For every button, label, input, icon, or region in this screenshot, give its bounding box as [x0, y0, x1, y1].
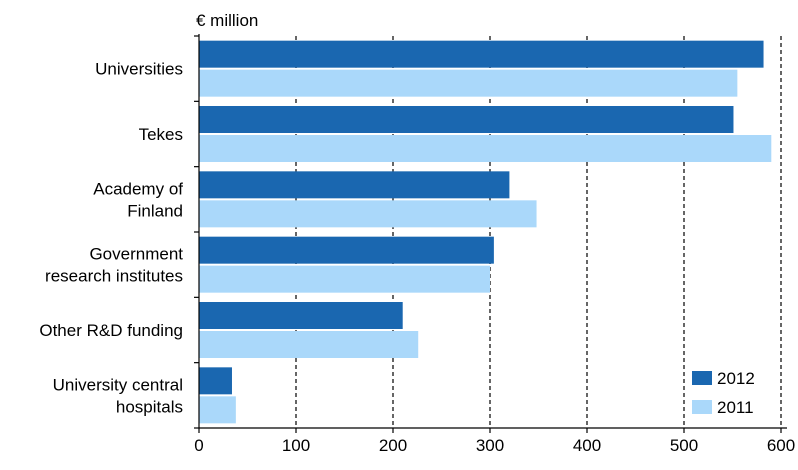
category-label: Other R&D funding: [39, 321, 183, 340]
category-label: University central: [53, 375, 183, 394]
bar-2012-4: [199, 302, 403, 329]
bars-group: [199, 40, 772, 424]
category-label: hospitals: [116, 397, 183, 416]
axes-group: [194, 34, 787, 433]
category-label: research institutes: [45, 267, 183, 286]
bar-2011-2: [199, 200, 537, 228]
legend: 2012 2011: [692, 369, 755, 417]
legend-swatch-2012: [692, 371, 712, 385]
x-tick-label: 0: [194, 436, 203, 455]
category-labels: Universities Tekes Academy of Finland Govern…: [39, 60, 183, 417]
x-tick-label: 100: [282, 436, 310, 455]
bar-2011-4: [199, 331, 419, 358]
bar-2012-2: [199, 171, 510, 199]
bar-2011-5: [199, 396, 236, 424]
bar-2012-3: [199, 236, 494, 264]
gridlines: [295, 36, 782, 428]
category-label: Universities: [95, 60, 183, 79]
x-tick-label: 600: [767, 436, 795, 455]
bar-2012-0: [199, 40, 764, 68]
category-label: Academy of: [93, 179, 183, 198]
x-tick-label: 300: [476, 436, 504, 455]
bar-2011-1: [199, 135, 772, 162]
category-label: Finland: [127, 201, 183, 220]
unit-label: € million: [196, 11, 258, 30]
x-tick-label: 200: [379, 436, 407, 455]
bar-2011-0: [199, 69, 738, 97]
legend-label: 2011: [717, 398, 754, 417]
tick-labels: 0 100 200 300 400 500 600: [194, 436, 795, 455]
x-tick-label: 400: [573, 436, 601, 455]
category-label: Government: [89, 245, 183, 264]
legend-label: 2012: [717, 369, 755, 388]
bar-2011-3: [199, 265, 490, 293]
category-label: Tekes: [139, 125, 183, 144]
bar-2012-5: [199, 367, 232, 395]
bar-2012-1: [199, 106, 734, 133]
x-tick-label: 500: [670, 436, 698, 455]
legend-swatch-2011: [692, 400, 712, 414]
